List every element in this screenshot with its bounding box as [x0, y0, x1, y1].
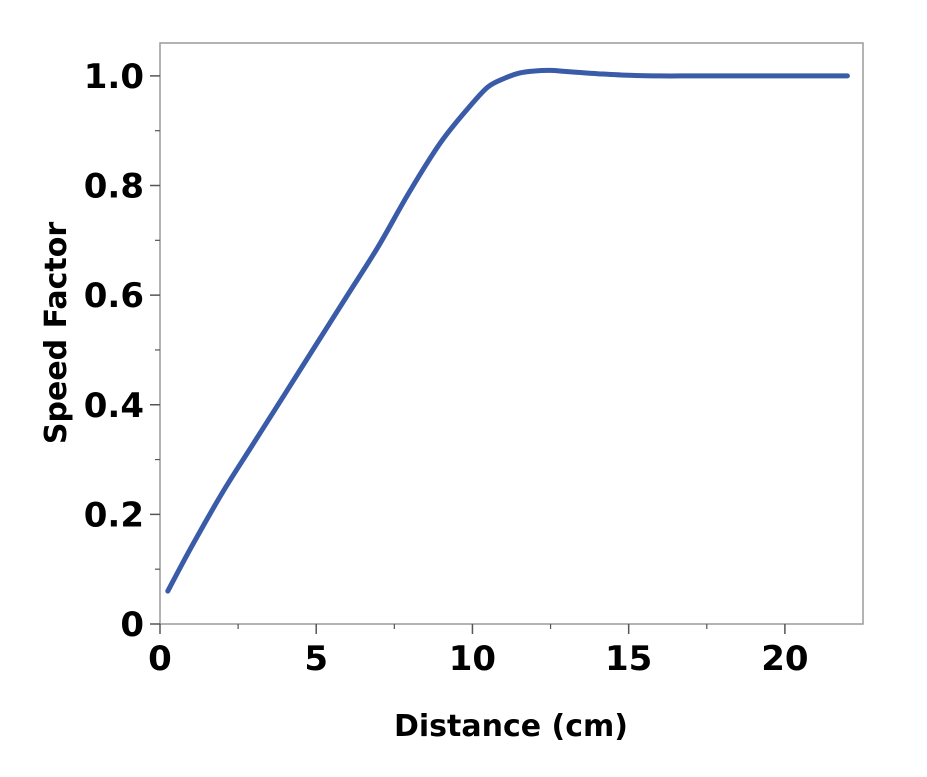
y-tick-label: 0.8: [84, 167, 144, 207]
x-tick-labels: 0 5 10 15 20: [148, 639, 808, 679]
plot-frame: [159, 42, 864, 625]
y-tick-label: 0.6: [84, 276, 144, 316]
y-tick-label: 0.2: [84, 495, 144, 535]
series-line: [165, 67, 850, 594]
y-tick-labels: 0 0.2 0.4 0.6 0.8 1.0: [84, 57, 144, 645]
y-tick-label: 0.4: [84, 386, 144, 426]
x-tick-label: 0: [148, 639, 172, 679]
x-tick-label: 20: [761, 639, 808, 679]
series-group: [165, 67, 850, 594]
x-tick-label: 15: [605, 639, 652, 679]
y-tick-label: 1.0: [84, 57, 144, 97]
x-tick-label: 5: [304, 639, 328, 679]
y-tick-label: 0: [120, 605, 144, 645]
y-axis-title: Speed Factor: [39, 222, 74, 444]
x-tick-label: 10: [449, 639, 496, 679]
x-axis-title: Distance (cm): [394, 709, 628, 744]
tick-marks: [150, 75, 786, 634]
